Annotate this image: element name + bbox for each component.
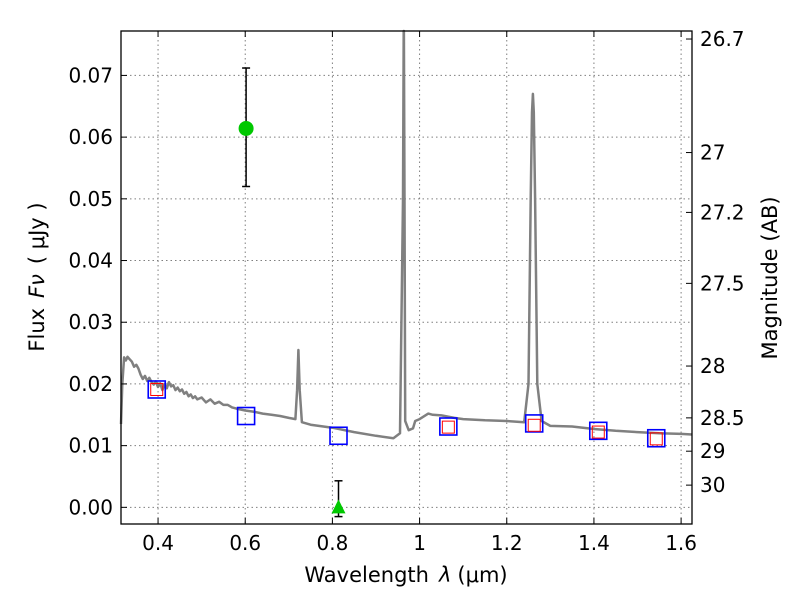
y2-tick-label: 26.7 [700,27,745,51]
detection-triangle [331,499,346,514]
observed-point [441,420,455,434]
photometry-points [147,67,666,518]
y-tick-label: 0.05 [68,187,113,211]
model-point [439,417,458,436]
y2-tick-label: 28.5 [700,406,745,430]
observed-point [527,418,541,432]
x-tick-label: 0.4 [142,531,174,555]
y-axis-title: FluxFν( μJy ) [25,202,49,351]
y-tick-label: 0.04 [68,249,113,273]
y2-axis: 26.7 27 27.2 27.5 28 28.5 29 30 [686,27,745,497]
x-tick-label: 1.6 [665,531,697,555]
y-tick-label: 0.03 [68,310,113,334]
grid [121,31,692,524]
x-axis: 0.4 0.6 0.8 1 1.2 1.4 1.6 [142,31,697,555]
y2-tick-label: 27.2 [700,200,745,224]
y-tick-label: 0.07 [68,63,113,87]
detection-circle [238,120,254,136]
y-tick-label: 0.06 [68,125,113,149]
x-tick-label: 1.2 [491,531,523,555]
observed-point [591,425,605,439]
y-tick-label: 0.02 [68,372,113,396]
y2-tick-label: 27.5 [700,271,745,295]
y2-tick-label: 30 [700,473,725,497]
y-tick-label: 0.00 [68,495,113,519]
y2-tick-label: 29 [700,439,725,463]
model-point [147,380,167,399]
x-tick-label: 1 [413,531,426,555]
observed-point [649,432,663,446]
model-point [524,414,544,433]
model-point [236,406,256,426]
model-point [588,421,608,441]
y2-axis-title: Magnitude (AB) [758,196,782,359]
model-point [329,426,348,446]
y2-tick-label: 27 [700,141,725,165]
x-tick-label: 0.6 [229,531,261,555]
y-axis: 0.00 0.01 0.02 0.03 0.04 0.05 0.06 0.07 [68,63,127,519]
spectrum-line [119,29,693,440]
x-tick-label: 1.4 [578,531,610,555]
x-tick-label: 0.8 [316,531,348,555]
y-tick-label: 0.01 [68,434,113,458]
spectrum-layer [119,29,693,440]
y2-tick-label: 28 [700,354,725,378]
observed-point [150,382,164,396]
x-axis-title: Wavelength λ (μm) [304,563,507,587]
model-point [646,428,666,448]
plot-frame [120,30,693,525]
